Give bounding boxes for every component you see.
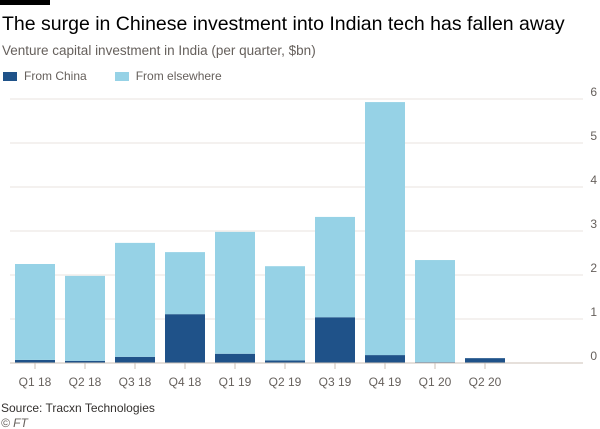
copyright: © FT xyxy=(1,416,28,429)
legend: From China From elsewhere xyxy=(3,69,222,83)
bar-from-china xyxy=(65,360,105,363)
x-tick-label: Q2 19 xyxy=(269,375,302,389)
legend-item-china: From China xyxy=(3,69,87,83)
x-tick-label: Q1 20 xyxy=(419,375,452,389)
bar-from-china xyxy=(15,359,55,363)
bar-from-china xyxy=(465,358,505,363)
x-tick-label: Q3 19 xyxy=(319,375,352,389)
bar-from-elsewhere xyxy=(365,102,405,356)
bar-from-china xyxy=(315,317,355,363)
legend-swatch-china xyxy=(3,71,17,81)
x-tick-label: Q1 18 xyxy=(19,375,52,389)
bar-from-elsewhere xyxy=(65,275,105,361)
bar-from-china xyxy=(265,360,305,363)
bar-from-china xyxy=(115,356,155,363)
chart-title: The surge in Chinese investment into Ind… xyxy=(2,13,565,35)
y-tick-label: 1 xyxy=(590,305,597,319)
y-tick-label: 2 xyxy=(590,261,597,275)
bar-from-elsewhere xyxy=(415,260,455,363)
bar-from-china xyxy=(215,353,255,363)
bar-from-elsewhere xyxy=(315,216,355,318)
ft-top-bar xyxy=(0,0,50,5)
y-tick-label: 3 xyxy=(590,217,597,231)
y-tick-label: 0 xyxy=(590,349,597,363)
x-tick-label: Q4 18 xyxy=(169,375,202,389)
x-tick-label: Q2 20 xyxy=(469,375,502,389)
y-tick-label: 5 xyxy=(590,129,597,143)
y-tick-label: 4 xyxy=(590,173,597,187)
x-tick-label: Q1 19 xyxy=(219,375,252,389)
x-tick-label: Q4 19 xyxy=(369,375,402,389)
bar-from-elsewhere xyxy=(215,231,255,354)
legend-label-china: From China xyxy=(24,69,87,83)
bar-from-elsewhere xyxy=(165,252,205,315)
legend-swatch-elsewhere xyxy=(114,71,129,81)
chart-subtitle: Venture capital investment in India (per… xyxy=(2,43,316,58)
source-note: Source: Tracxn Technologies xyxy=(1,401,155,415)
x-tick-label: Q2 18 xyxy=(69,375,102,389)
bar-from-china xyxy=(165,314,205,363)
legend-label-elsewhere: From elsewhere xyxy=(135,69,222,83)
bar-from-elsewhere xyxy=(265,266,305,361)
x-tick-label: Q3 18 xyxy=(119,375,152,389)
y-tick-label: 6 xyxy=(590,85,597,99)
bar-from-elsewhere xyxy=(115,242,155,357)
bar-from-china xyxy=(365,355,405,363)
bar-from-elsewhere xyxy=(15,264,55,360)
legend-item-elsewhere: From elsewhere xyxy=(114,69,222,83)
